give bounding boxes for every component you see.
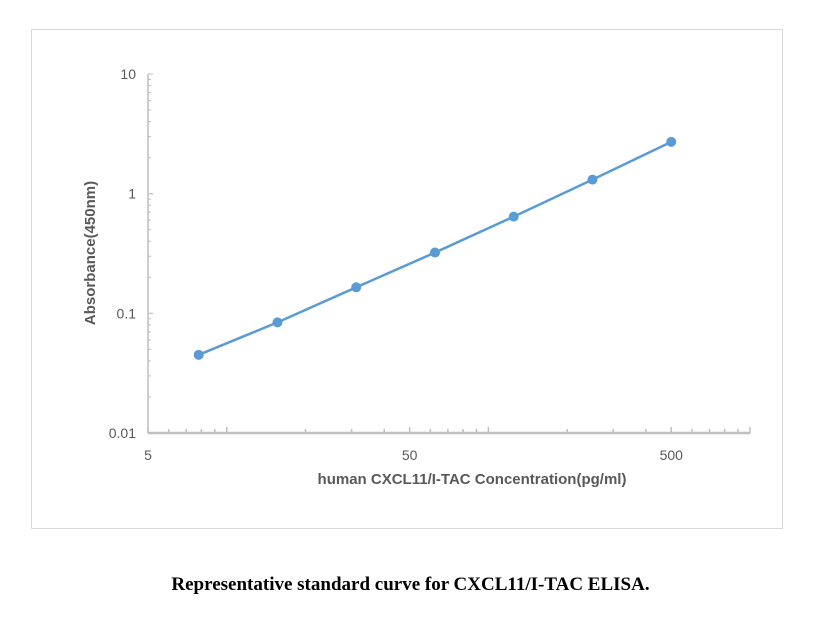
data-point <box>587 174 598 185</box>
data-point <box>508 211 519 222</box>
y-tick-label: 0.1 <box>117 305 137 321</box>
data-point <box>666 136 677 147</box>
y-axis-label: Absorbance(450nm) <box>82 181 99 325</box>
figure-caption: Representative standard curve for CXCL11… <box>171 574 650 595</box>
x-tick-label: 500 <box>660 447 684 463</box>
data-point <box>351 282 362 293</box>
y-tick-label: 10 <box>120 66 136 82</box>
data-point <box>272 317 283 328</box>
y-tick-label: 0.01 <box>109 425 136 441</box>
chart-frame <box>31 29 783 529</box>
x-axis-label: human CXCL11/I-TAC Concentration(pg/ml) <box>318 471 627 488</box>
data-point <box>429 247 440 258</box>
y-tick-label: 1 <box>128 186 136 202</box>
x-tick-label: 5 <box>144 447 152 463</box>
standard-curve-chart: 0.01 0.1 1 10 5 50 500 human CXCL11/I-TAC Conce… <box>82 66 751 488</box>
data-point <box>193 349 204 360</box>
x-tick-label: 50 <box>402 447 418 463</box>
